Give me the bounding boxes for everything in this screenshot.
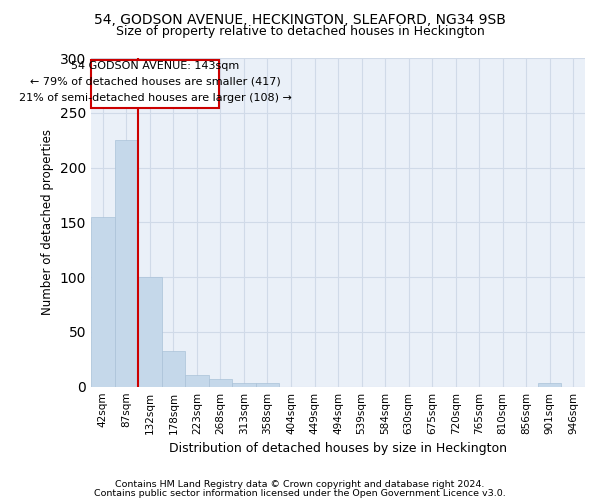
Text: 21% of semi-detached houses are larger (108) →: 21% of semi-detached houses are larger (… <box>19 93 292 103</box>
Bar <box>538 384 562 386</box>
Bar <box>161 350 185 386</box>
Bar <box>91 217 115 386</box>
Bar <box>209 379 232 386</box>
Bar <box>185 374 209 386</box>
Text: ← 79% of detached houses are smaller (417): ← 79% of detached houses are smaller (41… <box>30 77 281 87</box>
Bar <box>115 140 138 386</box>
Text: Size of property relative to detached houses in Heckington: Size of property relative to detached ho… <box>116 25 484 38</box>
Text: 54, GODSON AVENUE, HECKINGTON, SLEAFORD, NG34 9SB: 54, GODSON AVENUE, HECKINGTON, SLEAFORD,… <box>94 12 506 26</box>
Bar <box>256 384 279 386</box>
Y-axis label: Number of detached properties: Number of detached properties <box>41 130 55 316</box>
Text: 54 GODSON AVENUE: 143sqm: 54 GODSON AVENUE: 143sqm <box>71 61 239 71</box>
FancyBboxPatch shape <box>91 60 219 108</box>
Bar <box>138 277 161 386</box>
X-axis label: Distribution of detached houses by size in Heckington: Distribution of detached houses by size … <box>169 442 507 455</box>
Bar <box>232 384 256 386</box>
Text: Contains public sector information licensed under the Open Government Licence v3: Contains public sector information licen… <box>94 489 506 498</box>
Text: Contains HM Land Registry data © Crown copyright and database right 2024.: Contains HM Land Registry data © Crown c… <box>115 480 485 489</box>
